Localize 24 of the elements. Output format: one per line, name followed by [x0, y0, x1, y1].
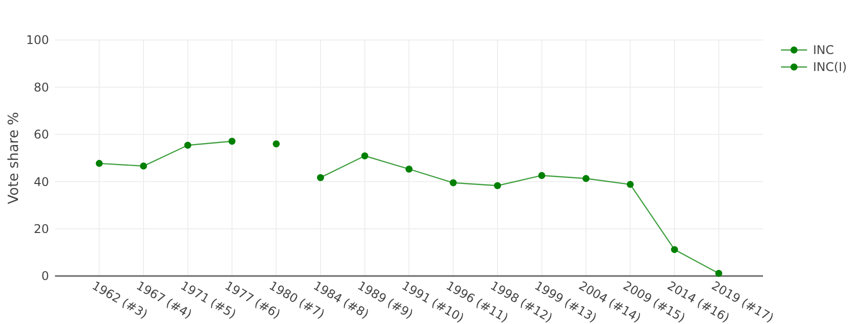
point	[450, 179, 457, 186]
point	[140, 162, 147, 170]
point	[317, 174, 324, 182]
y-tick-label: 20	[34, 222, 49, 236]
point	[184, 142, 192, 149]
y-tick-label: 60	[34, 128, 49, 142]
point	[626, 180, 634, 188]
point	[671, 246, 678, 254]
point	[406, 166, 412, 173]
y-tick-label: 0	[41, 269, 49, 284]
y-tick-label: 40	[34, 174, 49, 189]
legend-label: INC(I)	[813, 60, 847, 74]
point	[272, 140, 280, 148]
point	[228, 138, 236, 145]
point	[538, 172, 546, 179]
point	[715, 270, 722, 277]
legend-label: INC	[813, 43, 834, 58]
y-axis-title: Vote share %	[6, 112, 22, 204]
y-tick-label: 80	[34, 80, 49, 94]
point	[361, 152, 368, 160]
point	[494, 182, 501, 190]
point	[582, 175, 590, 182]
y-tick-label: 100	[26, 33, 49, 48]
point	[96, 160, 103, 167]
